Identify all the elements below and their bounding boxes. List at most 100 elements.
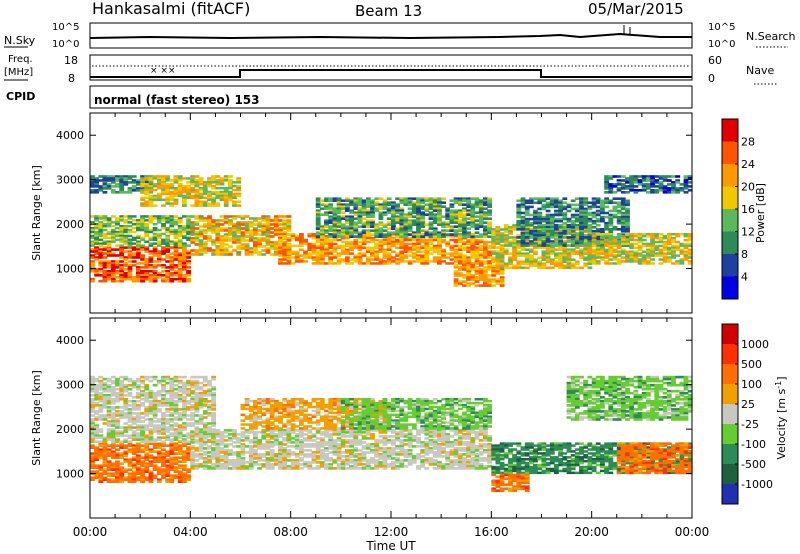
data-cell: [140, 402, 145, 405]
data-cell: [470, 264, 476, 267]
data-cell: [123, 434, 129, 437]
data-cell: [148, 181, 154, 184]
data-cell: [173, 194, 179, 198]
data-cell: [165, 175, 171, 178]
data-cell: [152, 468, 158, 471]
data-cell: [608, 199, 614, 203]
data-cell: [483, 272, 488, 275]
data-cell: [683, 250, 689, 253]
data-cell: [533, 211, 538, 215]
data-cell: [478, 238, 484, 242]
data-cell: [462, 217, 467, 220]
data-cell: [637, 189, 643, 192]
data-cell: [152, 424, 158, 427]
data-cell: [115, 266, 120, 269]
data-cell: [591, 258, 597, 261]
data-cell: [186, 186, 191, 190]
data-cell: [244, 243, 250, 246]
data-cell: [616, 189, 622, 192]
data-cell: [437, 240, 442, 244]
data-cell: [127, 416, 133, 419]
data-cell: [537, 266, 543, 270]
data-cell: [169, 448, 175, 451]
data-cell: [633, 185, 639, 188]
data-cell: [165, 183, 171, 186]
data-cell: [156, 219, 162, 222]
data-cell: [219, 227, 225, 230]
data-cell: [349, 231, 354, 234]
data-cell: [307, 254, 313, 257]
data-cell: [211, 225, 216, 228]
data-cell: [127, 215, 133, 218]
data-cell: [411, 205, 417, 208]
data-cell: [554, 264, 559, 268]
data-cell: [562, 213, 568, 217]
data-cell: [420, 225, 426, 228]
data-cell: [646, 233, 651, 236]
data-cell: [286, 262, 292, 265]
data-cell: [420, 262, 426, 265]
data-cell: [608, 183, 614, 186]
data-cell: [353, 260, 359, 263]
data-cell: [119, 264, 125, 267]
data-cell: [173, 242, 179, 245]
data-cell: [487, 260, 492, 263]
data-cell: [156, 276, 162, 279]
data-cell: [94, 416, 99, 419]
data-cell: [558, 240, 563, 243]
data-cell: [361, 223, 367, 226]
data-cell: [232, 184, 237, 188]
data-cell: [94, 464, 99, 467]
data-cell: [148, 456, 154, 459]
data-cell: [549, 246, 555, 249]
data-cell: [516, 250, 522, 253]
data-cell: [637, 234, 643, 238]
data-cell: [194, 215, 200, 218]
data-cell: [282, 244, 288, 248]
data-cell: [612, 256, 618, 259]
data-cell: [182, 408, 187, 411]
data-cell: [223, 200, 229, 203]
data-cell: [165, 279, 171, 283]
data-cell: [641, 187, 647, 190]
data-cell: [232, 215, 237, 218]
data-cell: [662, 258, 668, 261]
data-cell: [311, 233, 317, 236]
data-cell: [94, 410, 99, 413]
data-cell: [152, 215, 158, 218]
data-cell: [127, 270, 133, 273]
data-cell: [186, 274, 191, 277]
data-cell: [683, 187, 689, 190]
data-cell: [520, 217, 526, 221]
data-cell: [215, 227, 221, 230]
data-cell: [90, 279, 95, 283]
data-cell: [169, 442, 175, 445]
data-cell: [382, 233, 388, 236]
data-cell: [370, 221, 375, 224]
data-cell: [207, 223, 212, 226]
data-cell: [520, 262, 526, 266]
data-cell: [340, 215, 346, 218]
data-cell: [98, 406, 104, 409]
data-cell: [282, 262, 288, 265]
data-cell: [177, 446, 183, 449]
data-cell: [345, 209, 350, 212]
data-cell: [248, 235, 254, 238]
data-cell: [90, 242, 95, 245]
data-cell: [115, 426, 120, 429]
data-cell: [177, 270, 183, 273]
data-cell: [545, 226, 551, 229]
data-cell: [278, 243, 283, 246]
data-cell: [365, 229, 371, 232]
data-cell: [403, 231, 409, 234]
data-cell: [545, 213, 551, 217]
data-cell: [683, 234, 689, 238]
data-cell: [365, 209, 371, 212]
data-cell: [182, 385, 187, 389]
data-cell: [90, 177, 95, 180]
data-cell: [432, 248, 438, 252]
data-cell: [299, 258, 304, 261]
data-cell: [524, 205, 530, 209]
data-cell: [156, 426, 162, 429]
data-cell: [629, 187, 635, 190]
